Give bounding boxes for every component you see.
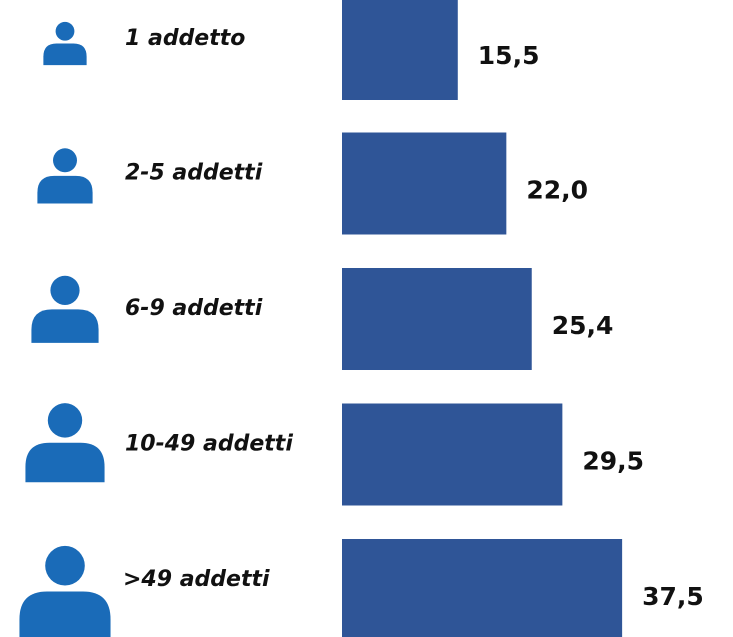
- icon-body: [19, 591, 111, 637]
- category-label: 1 addetto: [125, 26, 245, 51]
- category-label: 6-9 addetti: [125, 296, 263, 321]
- person-icon: [25, 403, 105, 483]
- person-icon: [31, 275, 99, 343]
- value-label: 15,5: [478, 41, 540, 70]
- value-label: 22,0: [526, 176, 588, 205]
- icon-head: [47, 403, 83, 438]
- bar: [342, 539, 623, 637]
- icon-head: [53, 148, 77, 173]
- bar: [342, 132, 507, 235]
- value-label: 37,5: [642, 582, 704, 611]
- bar: [342, 0, 458, 100]
- person-icon: [19, 545, 111, 637]
- bar: [342, 403, 563, 506]
- category-label: >49 addetti: [123, 567, 270, 592]
- person-icon: [37, 148, 93, 204]
- bar: [342, 268, 532, 370]
- value-label: 29,5: [582, 447, 644, 476]
- icon-head: [45, 545, 85, 586]
- icon-body: [43, 43, 87, 66]
- category-label: 2-5 addetti: [125, 161, 263, 186]
- icon-body: [31, 309, 99, 343]
- icon-body: [37, 175, 93, 204]
- icon-head: [55, 21, 75, 41]
- icon-body: [25, 442, 105, 483]
- icon-head: [50, 275, 80, 305]
- value-label: 25,4: [552, 311, 614, 340]
- category-label: 10-49 addetti: [125, 432, 293, 457]
- person-icon: [43, 21, 87, 66]
